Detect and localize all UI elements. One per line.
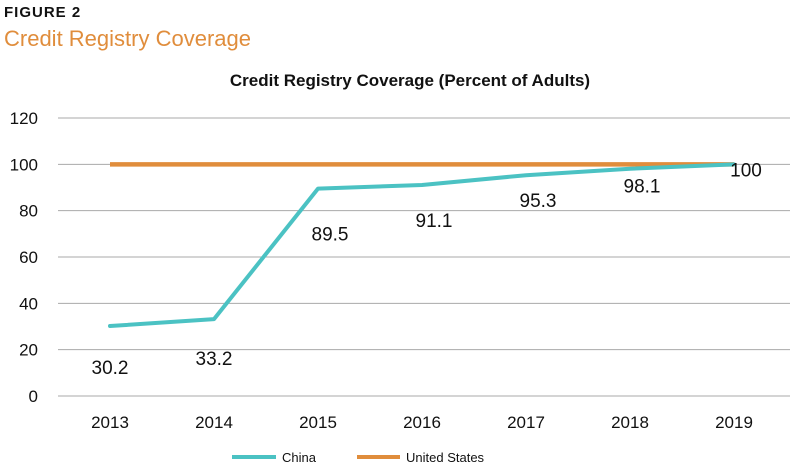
legend-label-united-states: United States [406,450,485,465]
x-axis: 2013 2014 2015 2016 2017 2018 2019 [91,413,753,432]
series-group [108,162,736,329]
y-tick-label: 120 [10,109,38,128]
y-axis: 0 20 40 60 80 100 120 [10,109,38,406]
x-tick-label: 2016 [403,413,441,432]
data-label-china: 89.5 [312,225,349,246]
y-tick-label: 60 [19,248,38,267]
data-label-china: 98.1 [624,177,661,198]
legend: China United States [232,450,485,465]
data-labels: 30.2 33.2 89.5 91.1 95.3 98.1 100 [92,160,762,379]
x-tick-label: 2014 [195,413,233,432]
y-tick-label: 80 [19,202,38,221]
figure-title: Credit Registry Coverage [4,26,251,51]
gridlines [58,117,790,397]
data-label-china: 95.3 [520,191,557,212]
x-tick-label: 2013 [91,413,129,432]
data-label-china: 33.2 [196,349,233,370]
figure-label: FIGURE 2 [4,4,82,21]
legend-label-china: China [282,450,317,465]
y-tick-label: 20 [19,341,38,360]
y-tick-label: 40 [19,294,38,313]
x-tick-label: 2017 [507,413,545,432]
x-tick-label: 2019 [715,413,753,432]
series-line-china [108,162,736,329]
x-tick-label: 2015 [299,413,337,432]
chart-title: Credit Registry Coverage (Percent of Adu… [230,71,590,90]
y-tick-label: 0 [29,387,38,406]
x-tick-label: 2018 [611,413,649,432]
y-tick-label: 100 [10,155,38,174]
data-label-china: 100 [730,160,762,181]
data-label-china: 91.1 [416,211,453,232]
data-label-china: 30.2 [92,358,129,379]
